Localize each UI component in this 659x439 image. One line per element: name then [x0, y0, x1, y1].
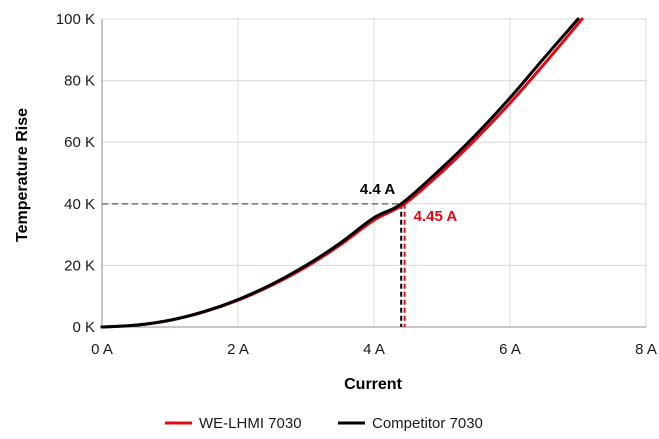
annotation-4-45a: 4.45 A	[414, 208, 458, 225]
y-tick-label: 100 K	[56, 11, 95, 28]
x-axis-title: Current	[344, 376, 402, 393]
y-tick-label: 60 K	[64, 134, 95, 151]
axes	[101, 19, 646, 328]
y-tick-label: 0 K	[72, 319, 95, 336]
gridlines	[102, 18, 647, 327]
y-tick-label: 80 K	[64, 73, 95, 90]
y-axis-title: Temperature Rise	[14, 108, 31, 242]
x-tick-label: 0 A	[91, 341, 113, 358]
tick-labels: 0 K 20 K 40 K 60 K 80 K 100 K 0 A 2 A 4 A 6 A 8 A	[56, 11, 657, 358]
legend-label-2: Competitor 7030	[372, 415, 483, 432]
x-tick-label: 8 A	[635, 341, 657, 358]
series-line-2	[100, 17, 580, 329]
y-tick-label: 20 K	[64, 257, 95, 274]
y-tick-label: 40 K	[64, 196, 95, 213]
x-tick-label: 4 A	[363, 341, 385, 358]
legend-label-1: WE-LHMI 7030	[199, 415, 302, 432]
x-tick-label: 2 A	[227, 341, 249, 358]
annotations: 4.4 A 4.45 A	[360, 181, 458, 225]
annotation-4-4a: 4.4 A	[360, 181, 395, 198]
reference-lines	[102, 203, 406, 327]
x-tick-label: 6 A	[499, 341, 521, 358]
legend: WE-LHMI 7030 Competitor 7030	[165, 415, 483, 432]
series-lines	[100, 17, 584, 329]
